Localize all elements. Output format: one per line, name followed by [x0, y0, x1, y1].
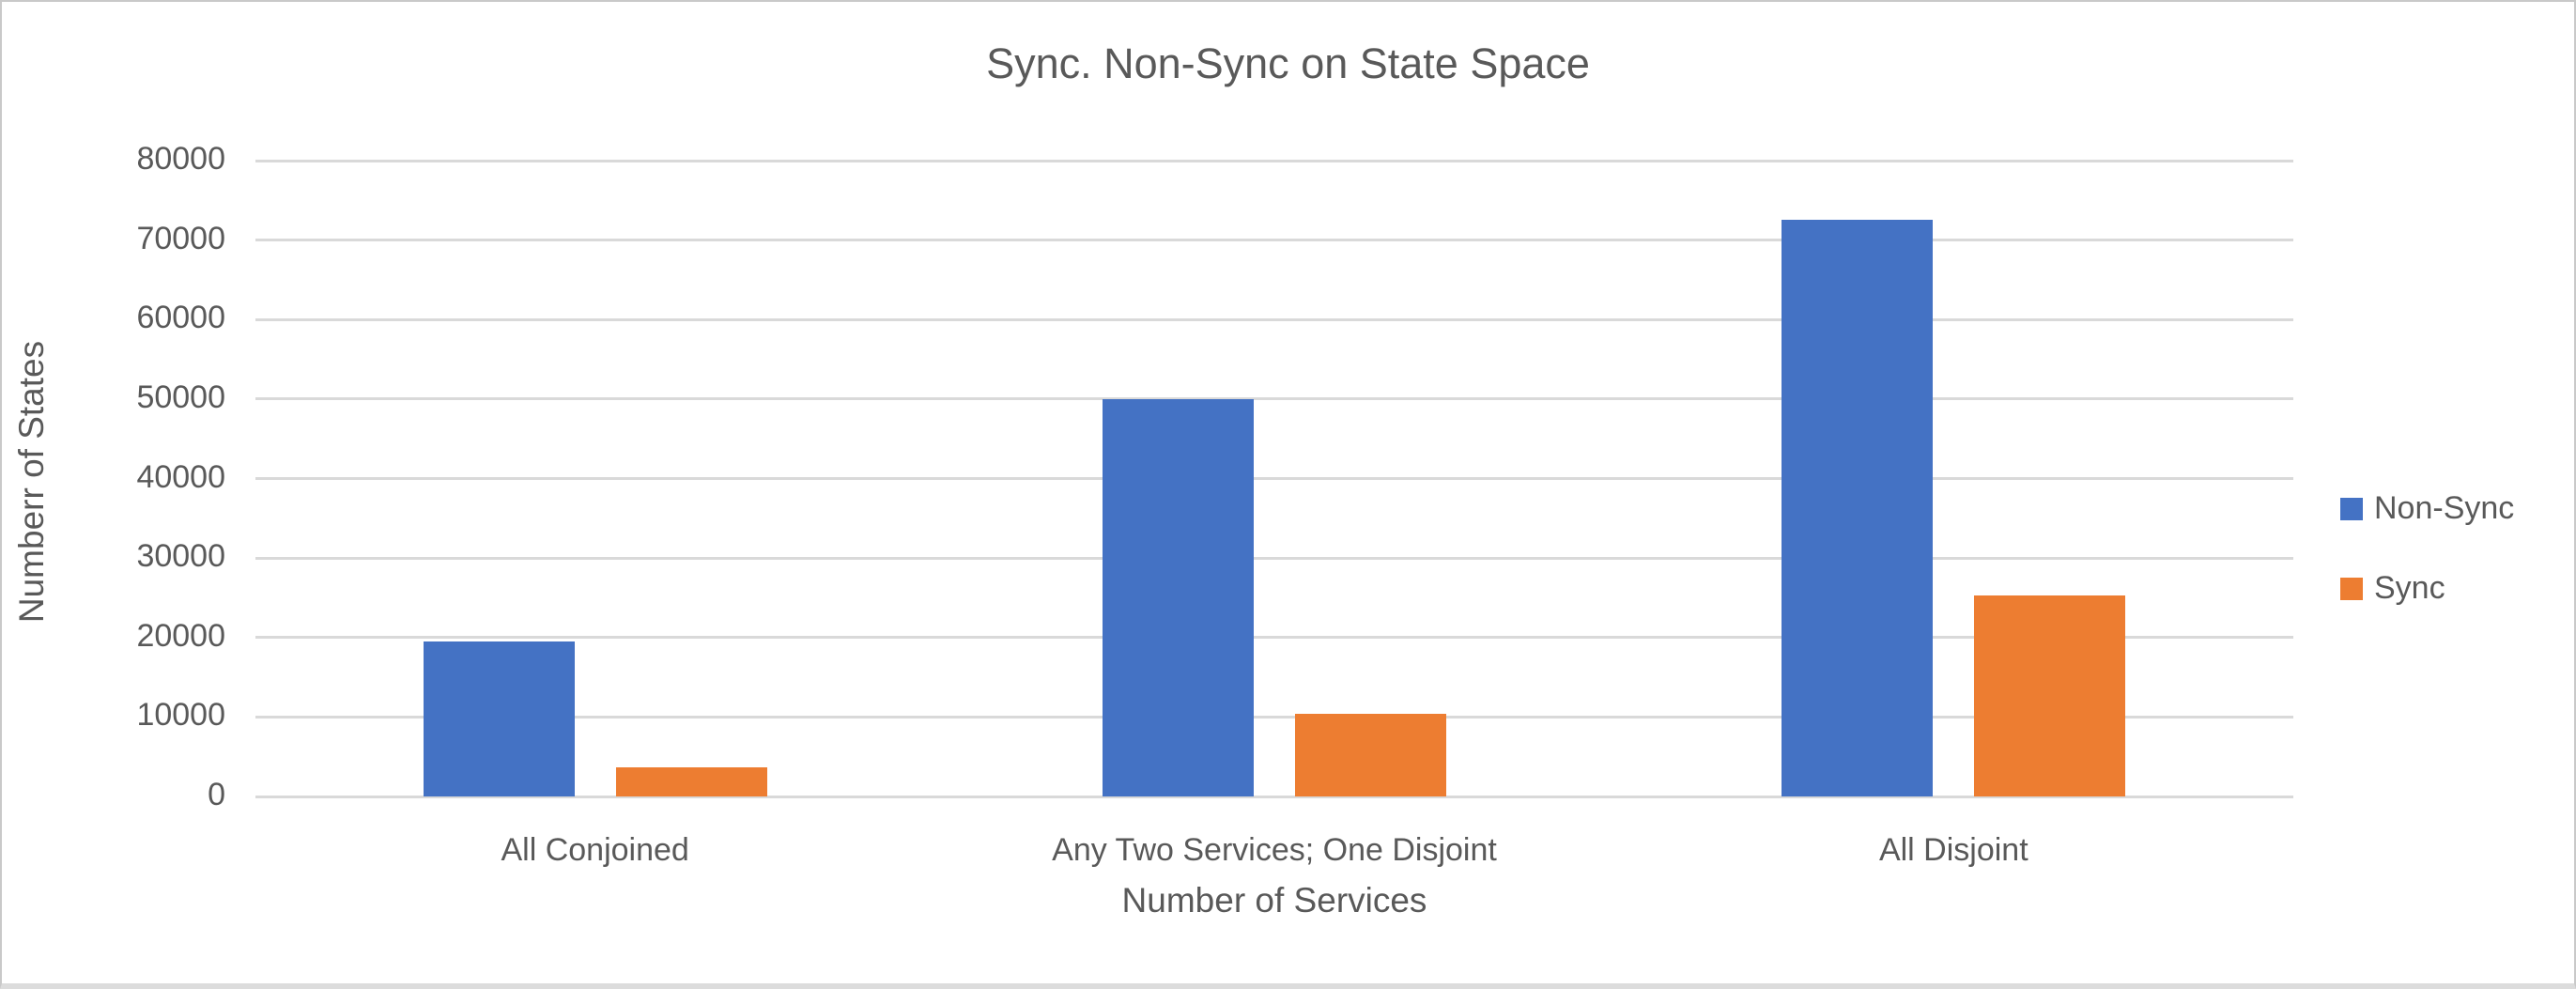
- legend-item-sync: Sync: [2340, 570, 2514, 607]
- y-tick-label-0: 0: [208, 777, 225, 812]
- x-axis-title: Number of Services: [1121, 881, 1427, 919]
- y-tick-label-40000: 40000: [136, 458, 225, 495]
- gridline-10000: [255, 715, 2293, 719]
- y-tick-label-30000: 30000: [136, 538, 225, 575]
- legend: Non-Sync Sync: [2340, 490, 2514, 650]
- bar-non-sync-any-two-services-one-disjoint: [1103, 398, 1254, 796]
- gridline-70000: [255, 239, 2293, 242]
- bar-sync-all-conjoined: [615, 766, 767, 796]
- gridline-30000: [255, 556, 2293, 560]
- bar-sync-all-disjoint: [1974, 595, 2126, 796]
- gridline-40000: [255, 477, 2293, 480]
- y-tick-label-80000: 80000: [136, 141, 225, 177]
- gridline-20000: [255, 636, 2293, 640]
- legend-swatch-non-sync: [2340, 497, 2363, 520]
- legend-item-non-sync: Non-Sync: [2340, 490, 2514, 527]
- gridline-60000: [255, 317, 2293, 321]
- bar-non-sync-all-conjoined: [423, 641, 575, 796]
- chart-title: Sync. Non-Sync on State Space: [986, 39, 1590, 87]
- gridline-50000: [255, 397, 2293, 401]
- y-tick-label-50000: 50000: [136, 379, 225, 415]
- gridline-80000: [255, 159, 2293, 162]
- legend-swatch-sync: [2340, 577, 2363, 600]
- bar-non-sync-all-disjoint: [1782, 220, 1934, 796]
- y-tick-label-70000: 70000: [136, 220, 225, 256]
- category-label-any-two-services-one-disjoint: Any Two Services; One Disjoint: [1052, 832, 1497, 868]
- bar-sync-any-two-services-one-disjoint: [1295, 713, 1446, 796]
- legend-label-non-sync: Non-Sync: [2374, 490, 2515, 526]
- y-tick-label-10000: 10000: [136, 697, 225, 734]
- y-tick-label-20000: 20000: [136, 617, 225, 654]
- category-label-all-disjoint: All Disjoint: [1878, 832, 2028, 868]
- x-axis-line: [255, 795, 2293, 798]
- legend-label-sync: Sync: [2374, 570, 2445, 606]
- category-label-all-conjoined: All Conjoined: [501, 832, 689, 868]
- y-tick-label-60000: 60000: [136, 300, 225, 336]
